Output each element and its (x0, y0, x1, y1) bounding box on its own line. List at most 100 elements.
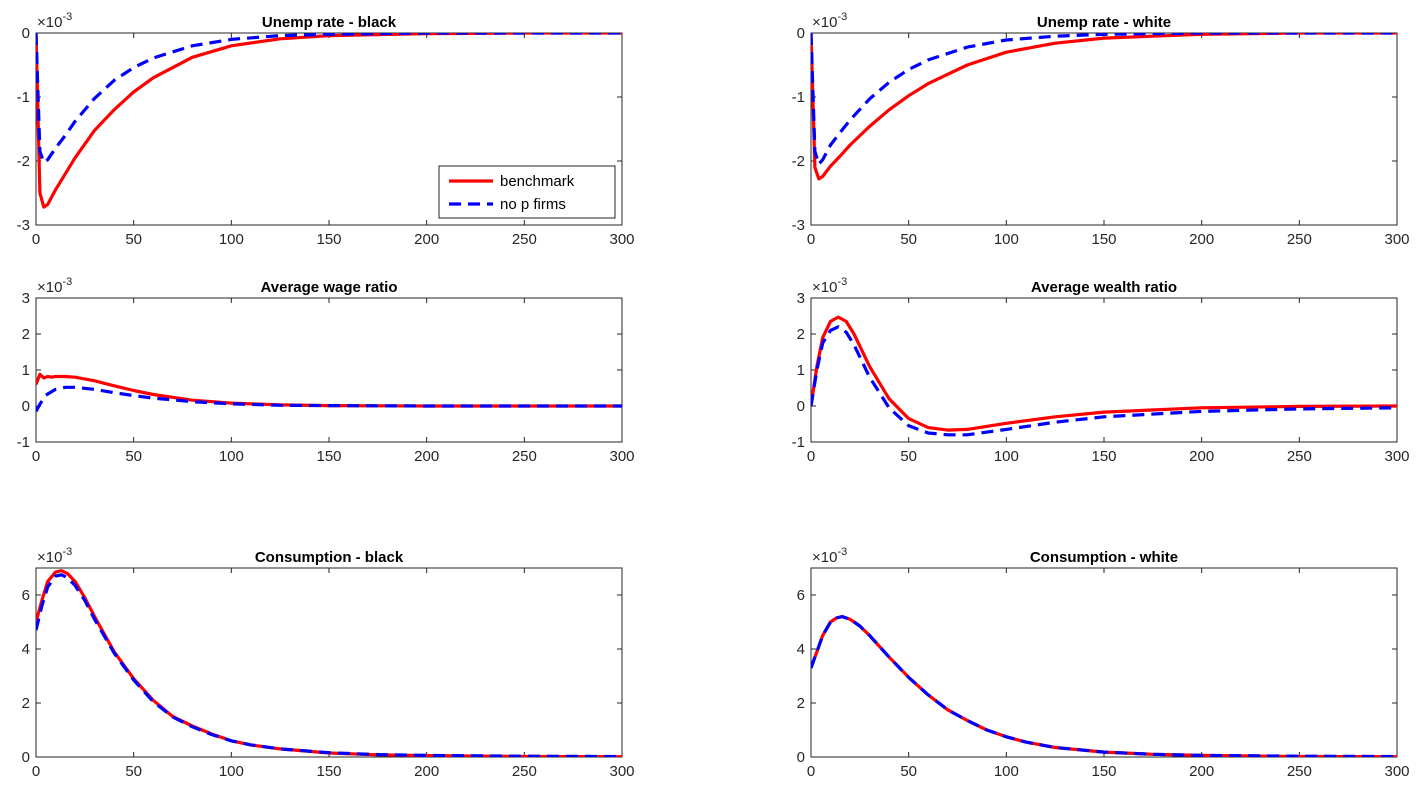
y-tick-label: 3 (22, 290, 30, 307)
exponent-base: ×10 (812, 279, 837, 296)
x-tick-label: 150 (1091, 231, 1116, 248)
y-tick-label: -3 (17, 217, 30, 234)
x-tick-label: 250 (512, 448, 537, 465)
x-tick-label: 200 (414, 448, 439, 465)
x-tick-label: 250 (1287, 448, 1312, 465)
axes-box (810, 32, 1398, 226)
panel-2: 0 50 100 150 200 250 300-3-2-10×10-3 Unemp rate… (792, 11, 1410, 248)
x-tick-label: 0 (32, 448, 40, 465)
y-tick-label: 6 (22, 587, 30, 604)
series-line-no-p-firms (36, 573, 622, 757)
series-line-no-p-firms (811, 325, 1397, 437)
exponent-base: ×10 (37, 279, 62, 296)
y-tick-label: 2 (22, 695, 30, 712)
y-tick-label: 0 (22, 749, 30, 766)
legend-label: no p firms (500, 196, 566, 213)
series-line-no-p-firms (36, 33, 622, 164)
x-tick-label: 200 (1189, 763, 1214, 780)
x-tick-label: 100 (994, 763, 1019, 780)
axes-box (810, 567, 1398, 758)
x-tick-label: 150 (316, 231, 341, 248)
x-tick-label: 300 (609, 763, 634, 780)
x-tick-label: 50 (900, 763, 917, 780)
x-tick-label: 200 (414, 763, 439, 780)
x-tick-label: 250 (512, 763, 537, 780)
legend-label: benchmark (500, 173, 575, 190)
x-tick-label: 50 (125, 448, 142, 465)
y-tick-label: 2 (22, 326, 30, 343)
y-tick-label: -2 (17, 153, 30, 170)
legend-box (438, 165, 616, 219)
x-tick-label: 0 (807, 763, 815, 780)
y-tick-label: 0 (22, 25, 30, 42)
x-tick-label: 200 (1189, 448, 1214, 465)
series-line-no-p-firms (811, 614, 1397, 757)
series-line-no-p-firms (811, 33, 1397, 166)
exponent-base: ×10 (812, 549, 837, 566)
y-tick-label: -2 (792, 153, 805, 170)
y-tick-label: 0 (797, 25, 805, 42)
x-tick-label: 300 (609, 448, 634, 465)
x-tick-label: 100 (994, 231, 1019, 248)
axis-exponent: ×10-3 (37, 11, 72, 31)
y-tick-label: -1 (17, 89, 30, 106)
x-tick-label: 150 (316, 763, 341, 780)
series-line-no-p-firms (36, 385, 622, 413)
x-tick-label: 300 (609, 231, 634, 248)
panel-title: Consumption - black (255, 549, 404, 566)
x-tick-label: 0 (32, 231, 40, 248)
x-tick-label: 100 (219, 448, 244, 465)
x-tick-label: 250 (512, 231, 537, 248)
y-tick-label: 1 (22, 362, 30, 379)
y-tick-label: -1 (17, 434, 30, 451)
series-line-benchmark (811, 33, 1397, 181)
y-tick-label: 4 (797, 641, 805, 658)
axes-box (35, 297, 623, 443)
x-tick-label: 0 (32, 763, 40, 780)
y-tick-label: 1 (797, 362, 805, 379)
y-tick-label: 0 (797, 398, 805, 415)
panel-title: Unemp rate - black (262, 14, 397, 31)
x-tick-label: 250 (1287, 231, 1312, 248)
x-tick-label: 50 (900, 448, 917, 465)
axis-exponent: ×10-3 (812, 11, 847, 31)
x-tick-label: 200 (1189, 231, 1214, 248)
y-tick-label: 6 (797, 587, 805, 604)
y-tick-label: 2 (797, 326, 805, 343)
exponent-power: -3 (837, 546, 847, 558)
legend: benchmark no p firms (438, 165, 616, 219)
panel-title: Consumption - white (1030, 549, 1178, 566)
panel-1: 0 50 100 150 200 250 300-3-2-10×10-3 Unemp rate… (17, 11, 635, 248)
axis-exponent: ×10-3 (812, 276, 847, 296)
y-tick-label: -3 (792, 217, 805, 234)
y-tick-label: 4 (22, 641, 30, 658)
exponent-power: -3 (62, 276, 72, 288)
panel-title: Average wage ratio (261, 279, 398, 296)
exponent-base: ×10 (812, 14, 837, 31)
axes-box (810, 297, 1398, 443)
x-tick-label: 250 (1287, 763, 1312, 780)
x-tick-label: 300 (1384, 231, 1409, 248)
axis-exponent: ×10-3 (37, 546, 72, 566)
x-tick-label: 300 (1384, 448, 1409, 465)
x-tick-label: 300 (1384, 763, 1409, 780)
x-tick-label: 100 (219, 231, 244, 248)
panel-title: Average wealth ratio (1031, 279, 1177, 296)
y-tick-label: 2 (797, 695, 805, 712)
panel-title: Unemp rate - white (1037, 14, 1171, 31)
y-tick-label: -1 (792, 89, 805, 106)
x-tick-label: 200 (414, 231, 439, 248)
axes-box (35, 567, 623, 758)
exponent-power: -3 (62, 546, 72, 558)
y-tick-label: 0 (797, 749, 805, 766)
series-line-benchmark (811, 315, 1397, 432)
x-tick-label: 50 (900, 231, 917, 248)
x-tick-label: 0 (807, 448, 815, 465)
exponent-power: -3 (62, 11, 72, 23)
y-tick-label: 3 (797, 290, 805, 307)
panel-6: 0 50 100 150 200 250 300 0 2 4 6 ×10-3 Consumption -… (797, 546, 1410, 780)
panel-5: 0 50 100 150 200 250 300 0 2 4 6 ×10-3 Consumption -… (22, 546, 635, 780)
